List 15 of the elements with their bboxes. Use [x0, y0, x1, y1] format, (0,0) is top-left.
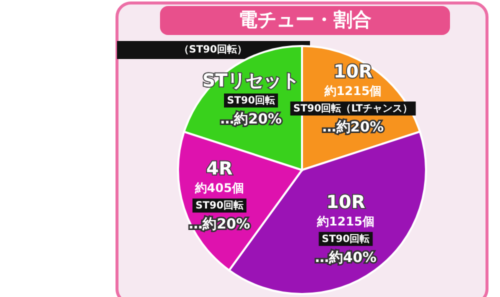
label: 10R — [334, 62, 372, 83]
title: 電チュー・割合 — [238, 9, 372, 32]
subtitle: （ST90回転） — [179, 44, 247, 56]
label: ST90回転 — [227, 96, 275, 106]
value-label: …約40% — [314, 250, 376, 266]
label: 4R — [206, 158, 233, 180]
label: 約1215個 — [317, 214, 374, 228]
label: 約405個 — [194, 181, 244, 196]
label: ST90回転（LTチャンス） — [293, 104, 413, 114]
label: 約1215個 — [324, 84, 382, 98]
label: ST90回転 — [322, 234, 370, 245]
label: ST90回転 — [195, 200, 244, 212]
label: 10R — [326, 192, 366, 214]
value-label: …約20% — [322, 120, 384, 136]
value-label: …約20% — [220, 112, 282, 128]
